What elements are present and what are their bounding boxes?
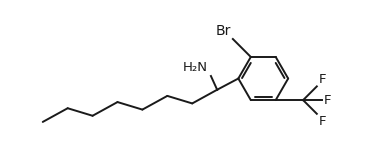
Text: H₂N: H₂N (183, 61, 208, 74)
Text: F: F (319, 115, 326, 128)
Text: Br: Br (216, 24, 231, 38)
Text: F: F (319, 73, 326, 86)
Text: F: F (324, 94, 331, 107)
